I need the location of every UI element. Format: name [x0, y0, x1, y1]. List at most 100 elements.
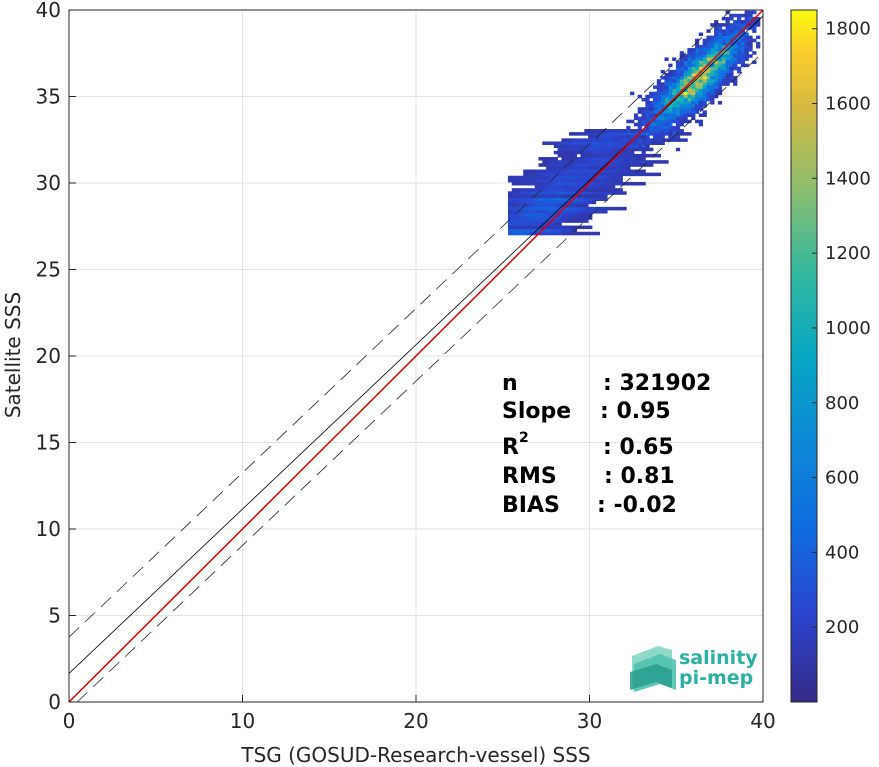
heatmap-cell: [611, 150, 616, 155]
heatmap-cell: [603, 169, 608, 174]
heatmap-cell: [515, 200, 520, 205]
heatmap-cell: [519, 191, 524, 195]
heatmap-cell: [591, 231, 597, 236]
heatmap-cell: [740, 60, 746, 65]
heatmap-cell: [614, 138, 620, 142]
heatmap-cell: [572, 203, 578, 208]
heatmap-cell: [645, 94, 650, 99]
heatmap-cell: [519, 213, 524, 217]
heatmap-cell: [752, 60, 757, 65]
heatmap-cell: [698, 88, 704, 93]
heatmap-cell: [664, 100, 669, 105]
heatmap-cell: [611, 191, 616, 195]
heatmap-cell: [530, 222, 536, 226]
heatmap-cell: [633, 181, 639, 186]
heatmap-cell: [740, 51, 746, 55]
heatmap-cell: [546, 219, 551, 223]
heatmap-cell: [519, 228, 524, 233]
heatmap-cell: [534, 222, 539, 226]
heatmap-cell: [572, 153, 578, 158]
heatmap-cell: [645, 138, 650, 142]
heatmap-cell: [603, 178, 608, 183]
heatmap-cell: [584, 166, 589, 170]
heatmap-cell: [530, 216, 536, 220]
heatmap-cell: [549, 178, 555, 183]
heatmap-cell: [553, 141, 558, 145]
heatmap-cell: [630, 132, 635, 136]
heatmap-cell: [603, 153, 608, 158]
heatmap-cell: [649, 107, 654, 111]
heatmap-cell: [645, 132, 650, 136]
heatmap-cell: [675, 147, 681, 152]
heatmap-cell: [523, 222, 528, 226]
heatmap-cell: [714, 72, 719, 77]
heatmap-cell: [729, 41, 734, 46]
heatmap-cell: [576, 188, 581, 192]
heatmap-cell: [668, 119, 673, 124]
heatmap-cell: [622, 138, 627, 142]
heatmap-cell: [519, 178, 524, 183]
heatmap-cell: [729, 60, 734, 65]
heatmap-cell: [591, 141, 597, 145]
heatmap-cell: [637, 160, 642, 164]
heatmap-cell: [630, 119, 635, 124]
heatmap-cell: [542, 172, 547, 177]
heatmap-cell: [580, 213, 585, 217]
heatmap-cell: [744, 23, 749, 27]
heatmap-cell: [710, 57, 715, 61]
heatmap-cell: [729, 57, 734, 61]
heatmap-cell: [527, 172, 532, 177]
heatmap-cell: [740, 23, 746, 27]
heatmap-cell: [614, 175, 620, 180]
heatmap-cell: [645, 147, 650, 152]
heatmap-cell: [721, 32, 726, 37]
heatmap-cell: [595, 129, 600, 133]
heatmap-cell: [706, 79, 711, 83]
heatmap-cell: [733, 66, 738, 71]
heatmap-cell: [702, 38, 707, 43]
heatmap-cell: [633, 132, 639, 136]
heatmap-cell: [702, 63, 707, 68]
heatmap-cell: [572, 219, 578, 223]
heatmap-cell: [591, 206, 597, 211]
heatmap-cell: [572, 132, 578, 136]
heatmap-cell: [553, 172, 558, 177]
heatmap-cell: [668, 72, 673, 77]
heatmap-cell: [744, 35, 749, 40]
heatmap-cell: [675, 82, 681, 86]
heatmap-cell: [546, 169, 551, 174]
heatmap-cell: [675, 119, 681, 124]
heatmap-cell: [710, 82, 715, 86]
heatmap-cell: [584, 191, 589, 195]
heatmap-cell: [729, 51, 734, 55]
heatmap-cell: [511, 209, 516, 214]
heatmap-cell: [607, 181, 612, 186]
heatmap-cell: [561, 228, 566, 233]
heatmap-cell: [527, 191, 532, 195]
heatmap-cell: [637, 135, 642, 139]
heatmap-cell: [683, 82, 688, 86]
heatmap-cell: [633, 147, 639, 152]
heatmap-cell: [736, 29, 742, 33]
heatmap-cell: [702, 72, 707, 77]
heatmap-cell: [702, 91, 707, 96]
heatmap-cell: [557, 169, 562, 174]
heatmap-cell: [565, 144, 570, 149]
heatmap-cell: [511, 194, 516, 198]
heatmap-cell: [523, 178, 528, 183]
heatmap-cell: [603, 147, 608, 152]
heatmap-cell: [694, 57, 700, 61]
heatmap-cell: [656, 160, 662, 164]
heatmap-cell: [557, 185, 562, 189]
heatmap-cell: [607, 169, 612, 174]
heatmap-cell: [618, 157, 623, 161]
heatmap-cell: [591, 150, 597, 155]
heatmap-cell: [626, 119, 631, 124]
heatmap-cell: [622, 147, 627, 152]
heatmap-cell: [694, 63, 700, 68]
heatmap-cell: [614, 181, 620, 186]
heatmap-cell: [744, 32, 749, 37]
heatmap-cell: [702, 104, 707, 108]
heatmap-cell: [668, 82, 673, 86]
heatmap-cell: [523, 206, 528, 211]
